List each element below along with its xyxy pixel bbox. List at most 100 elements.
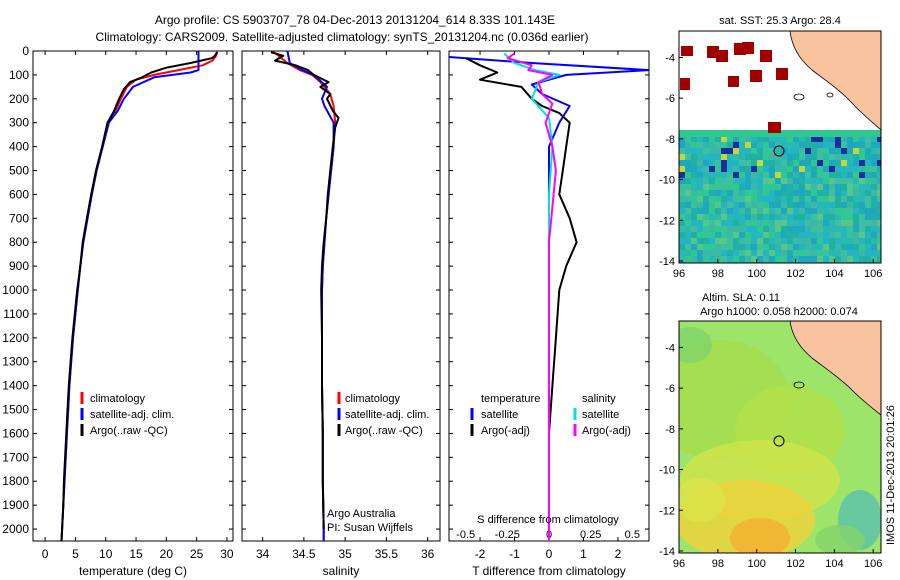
sst-pixel bbox=[829, 142, 835, 148]
map-lon-label: 100 bbox=[748, 268, 766, 280]
sst-pixel bbox=[811, 220, 817, 226]
sst-pixel bbox=[727, 178, 733, 184]
sst-pixel bbox=[847, 244, 853, 250]
sst-pixel bbox=[829, 184, 835, 190]
sst-pixel bbox=[757, 196, 763, 202]
sst-pixel bbox=[745, 184, 751, 190]
sst-pixel bbox=[781, 250, 787, 256]
sst-pixel bbox=[763, 226, 769, 232]
temperature-legend: climatology satellite-adj. clim. Argo(..… bbox=[80, 392, 174, 437]
x-tick-label: 35.5 bbox=[375, 547, 399, 561]
sst-pixel bbox=[739, 232, 745, 238]
sst-pixel bbox=[697, 208, 703, 214]
sst-pixel bbox=[757, 238, 763, 244]
sst-pixel bbox=[769, 178, 775, 184]
sst-pixel bbox=[709, 214, 715, 220]
sla-map-frame bbox=[678, 320, 882, 554]
sst-pixel bbox=[799, 244, 805, 250]
sst-pixel bbox=[799, 256, 805, 262]
sst-pixel bbox=[715, 172, 721, 178]
sst-pixel bbox=[859, 244, 865, 250]
map-lat-label: -12 bbox=[659, 215, 675, 227]
sst-pixel bbox=[721, 202, 727, 208]
sst-pixel bbox=[727, 232, 733, 238]
sst-pixel bbox=[727, 220, 733, 226]
sst-pixel bbox=[877, 160, 881, 166]
sst-pixel bbox=[739, 244, 745, 250]
sst-pixel bbox=[799, 154, 805, 160]
sst-pixel bbox=[799, 226, 805, 232]
sst-pixel bbox=[751, 142, 757, 148]
sst-pixel bbox=[793, 220, 799, 226]
sst-pixel bbox=[841, 220, 847, 226]
sst-pixel bbox=[691, 166, 697, 172]
sst-pixel bbox=[727, 256, 733, 262]
sst-pixel bbox=[781, 208, 787, 214]
sst-pixel bbox=[757, 184, 763, 190]
sst-pixel bbox=[865, 172, 871, 178]
sst-pixel bbox=[877, 226, 881, 232]
sst-pixel bbox=[865, 220, 871, 226]
sst-pixel bbox=[853, 220, 859, 226]
sst-pixel bbox=[769, 154, 775, 160]
sst-pixel bbox=[703, 178, 709, 184]
sst-pixel bbox=[769, 226, 775, 232]
sst-pixel bbox=[811, 166, 817, 172]
sst-pixel bbox=[811, 196, 817, 202]
depth-tick-label: 100 bbox=[9, 68, 29, 82]
sst-pixel bbox=[829, 190, 835, 196]
legend-label-argo: Argo(..raw -QC) bbox=[345, 425, 423, 437]
sst-pixel bbox=[709, 154, 715, 160]
sst-pixel bbox=[829, 214, 835, 220]
sst-pixel bbox=[715, 190, 721, 196]
sst-pixel bbox=[733, 226, 739, 232]
sst-pixel bbox=[721, 190, 727, 196]
sst-pixel bbox=[823, 142, 829, 148]
sst-pixel bbox=[811, 214, 817, 220]
sst-pixel bbox=[799, 178, 805, 184]
sla-map-title-line1: Altim. SLA: 0.11 bbox=[702, 292, 780, 304]
sst-pixel bbox=[805, 214, 811, 220]
sst-pixel bbox=[781, 166, 787, 172]
sst-pixel bbox=[835, 142, 841, 148]
sst-pixel bbox=[859, 238, 865, 244]
sst-pixel bbox=[769, 220, 775, 226]
sst-pixel bbox=[745, 238, 751, 244]
sst-cell bbox=[681, 46, 693, 56]
sst-pixel bbox=[823, 136, 829, 142]
sst-pixel bbox=[769, 190, 775, 196]
sst-pixel bbox=[829, 172, 835, 178]
sst-pixel bbox=[757, 226, 763, 232]
sst-pixel bbox=[817, 202, 823, 208]
sst-pixel bbox=[799, 136, 805, 142]
sst-pixel bbox=[763, 202, 769, 208]
sst-pixel bbox=[733, 172, 739, 178]
sst-pixel bbox=[697, 250, 703, 256]
sst-pixel bbox=[733, 232, 739, 238]
sst-pixel bbox=[805, 184, 811, 190]
annotation-pi-name: PI: Susan Wijffels bbox=[327, 522, 413, 534]
sst-pixel bbox=[703, 214, 709, 220]
map-lat-label: -10 bbox=[659, 465, 675, 477]
sst-pixel bbox=[739, 166, 745, 172]
sst-pixel bbox=[853, 136, 859, 142]
salinity-panel-frame bbox=[241, 50, 441, 542]
sst-pixel bbox=[757, 178, 763, 184]
sst-pixel bbox=[739, 214, 745, 220]
sst-pixel bbox=[847, 250, 853, 256]
sst-pixel bbox=[733, 190, 739, 196]
sst-pixel bbox=[823, 148, 829, 154]
sst-pixel bbox=[703, 238, 709, 244]
sst-map bbox=[679, 31, 881, 263]
sst-pixel bbox=[877, 256, 881, 262]
sst-pixel bbox=[871, 166, 877, 172]
sst-pixel bbox=[775, 142, 781, 148]
map-lon-label: 102 bbox=[786, 558, 804, 570]
sst-pixel bbox=[685, 184, 691, 190]
sst-pixel bbox=[733, 142, 739, 148]
sst-pixel bbox=[727, 142, 733, 148]
sst-pixel bbox=[865, 178, 871, 184]
sst-pixel bbox=[727, 208, 733, 214]
sst-pixel bbox=[757, 148, 763, 154]
sst-pixel bbox=[763, 166, 769, 172]
